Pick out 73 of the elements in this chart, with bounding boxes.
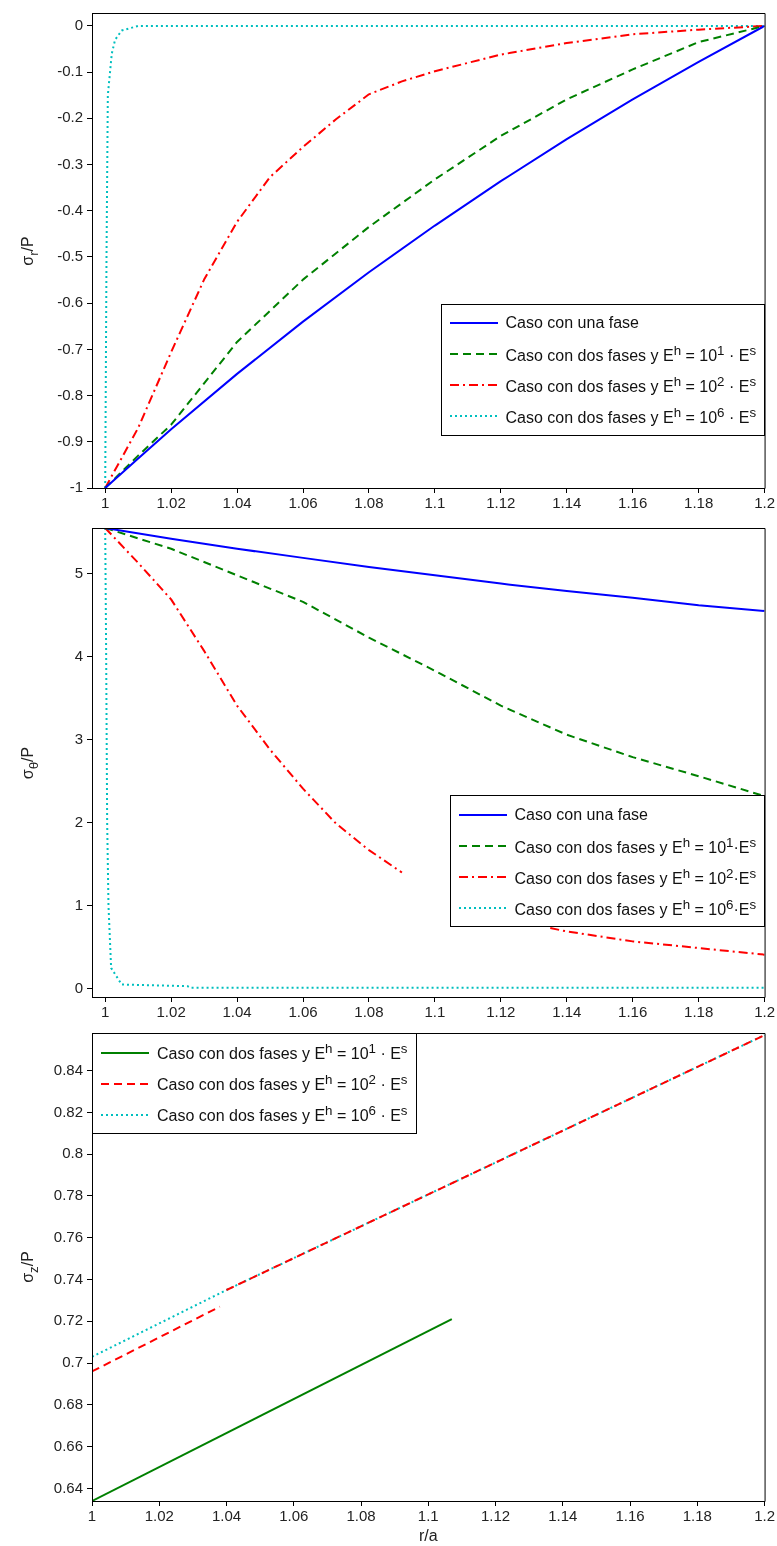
legend-label: Caso con dos fases y E$^{h}$ = 10$^{6}$ · E$^{s}$ (157, 1103, 408, 1126)
x-tick-label: 1.16 (615, 1507, 645, 1525)
x-tick-label: 1.08 (354, 494, 384, 512)
x-tick-label: 1.12 (486, 494, 516, 512)
y-tick-label: -0.7 (57, 339, 83, 357)
x-tick-label: 1.08 (354, 1003, 384, 1021)
y-tick-label: 0.7 (62, 1353, 83, 1371)
x-axis-title: r/a (418, 1526, 438, 1544)
y-tick-label: 2 (74, 812, 83, 830)
legend-label: Caso con una fase (514, 805, 648, 824)
x-tick-label: 1.12 (486, 1003, 516, 1021)
legend-label: Caso con dos fases y E$^{h}$ = 10$^{2}$·E$^{s}$ (514, 865, 757, 888)
x-tick-label: 1.02 (156, 494, 186, 512)
y-tick-label: 0.76 (53, 1227, 83, 1245)
x-tick-label: 1.1 (424, 494, 446, 512)
x-tick-label: 1 (101, 1003, 110, 1021)
y-tick-label: -0.4 (57, 200, 83, 218)
legend-label: Caso con dos fases y E$^{h}$ = 10$^{2}$ · E$^{s}$ (157, 1072, 408, 1095)
legend-label: Caso con una fase (505, 314, 639, 333)
x-tick-label: 1.14 (548, 1507, 578, 1525)
x-tick-label: 1.18 (682, 1507, 712, 1525)
x-tick-label: 1.16 (618, 1003, 648, 1021)
y-tick-label: 0.74 (53, 1269, 83, 1287)
x-tick-label: 1.12 (480, 1507, 511, 1525)
y-tick-label: -0.8 (57, 385, 83, 403)
x-tick-label: 1.18 (684, 494, 714, 512)
x-tick-label: 1.02 (144, 1507, 174, 1525)
x-tick-label: 1.18 (684, 1003, 714, 1021)
y-tick-label: 3 (74, 729, 83, 747)
x-tick-label: 1.14 (552, 494, 582, 512)
y-tick-label: -0.3 (57, 154, 83, 172)
y-tick-label: -0.9 (57, 431, 83, 449)
y-tick-label: -0.2 (57, 108, 83, 126)
legend-label: Caso con dos fases y E$^{h}$ = 10$^{1}$·E$^{s}$ (514, 834, 757, 857)
y-tick-label: 1 (74, 895, 83, 913)
y-tick-label: -0.1 (57, 62, 83, 80)
y-tick-label: 0.84 (53, 1060, 83, 1078)
y-tick-label: 4 (74, 646, 83, 664)
x-tick-label: 1.1 (424, 1003, 446, 1021)
x-tick-label: 1.06 (288, 1003, 318, 1021)
x-tick-label: 1.02 (156, 1003, 186, 1021)
y-tick-label: 0.66 (53, 1436, 83, 1454)
x-tick-label: 1.14 (552, 1003, 582, 1021)
x-tick-label: 1.04 (222, 494, 252, 512)
y-tick-label: -0.5 (57, 247, 83, 265)
x-tick-label: 1 (101, 494, 110, 512)
legend-label: Caso con dos fases y E$^{h}$ = 10$^{1}$ · E$^{s}$ (157, 1041, 408, 1064)
x-tick-label: 1.04 (211, 1507, 242, 1525)
y-tick-label: 0.8 (62, 1144, 83, 1162)
legend-label: Caso con dos fases y E$^{h}$ = 10$^{6}$ · E$^{s}$ (505, 405, 757, 428)
y-tick-label: -0.6 (57, 293, 83, 311)
legend-label: Caso con dos fases y E$^{h}$ = 10$^{1}$ · E$^{s}$ (505, 343, 757, 366)
x-tick-label: 1.2 (754, 1507, 775, 1525)
y-tick-label: -1 (69, 478, 83, 496)
x-tick-label: 1.06 (288, 494, 318, 512)
x-tick-label: 1.2 (754, 1003, 775, 1021)
x-tick-label: 1.2 (754, 494, 775, 512)
y-tick-label: 0.68 (53, 1395, 83, 1413)
y-tick-label: 5 (74, 563, 83, 581)
x-tick-label: 1.08 (346, 1507, 376, 1525)
x-tick-label: 1.04 (222, 1003, 252, 1021)
x-tick-label: 1.1 (417, 1507, 439, 1525)
y-tick-label: 0.72 (53, 1311, 83, 1329)
x-tick-label: 1.06 (279, 1507, 309, 1525)
x-tick-label: 1 (87, 1507, 97, 1525)
y-tick-label: 0 (74, 16, 83, 34)
legend-label: Caso con dos fases y E$^{h}$ = 10$^{6}$·E$^{s}$ (514, 896, 757, 919)
y-tick-label: 0.64 (53, 1478, 83, 1496)
y-tick-label: 0 (74, 978, 83, 996)
y-tick-label: 0.82 (53, 1102, 83, 1120)
y-tick-label: 0.78 (53, 1186, 83, 1204)
x-tick-label: 1.16 (618, 494, 648, 512)
legend-label: Caso con dos fases y E$^{h}$ = 10$^{2}$ · E$^{s}$ (505, 374, 757, 397)
